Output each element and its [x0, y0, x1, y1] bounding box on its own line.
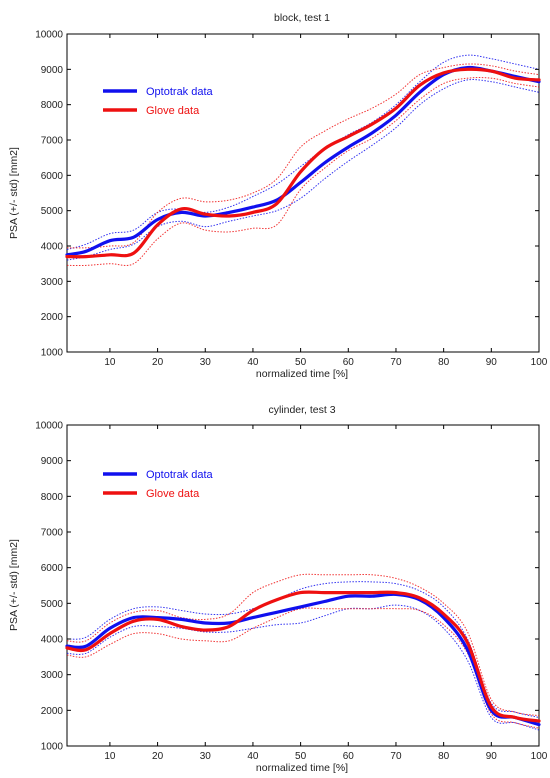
y-tick-label: 9000: [41, 456, 64, 467]
y-axis-label: PSA (+/- std) [mm2]: [8, 539, 20, 631]
plot-area: [65, 573, 541, 731]
x-tick-label: 40: [247, 357, 259, 368]
y-tick-label: 6000: [41, 563, 64, 574]
x-tick-label: 60: [343, 751, 355, 762]
x-tick-label: 10: [104, 751, 116, 762]
series-glove-mean: [65, 67, 541, 259]
plot-frame: [66, 33, 540, 353]
y-tick-label: 5000: [41, 599, 64, 610]
y-tick-label: 7000: [41, 528, 64, 539]
y-tick-label: 6000: [41, 171, 64, 182]
x-tick-label: 90: [486, 357, 498, 368]
chart-cylinder-test-3: cylinder, test 3 10 20 30 40 50 60 70 80 90 100 1…: [8, 404, 548, 774]
x-axis-label: normalized time [%]: [256, 762, 348, 774]
x-tick-label: 100: [531, 357, 548, 368]
x-tick-label: 80: [438, 357, 450, 368]
y-axis-ticks: 1000 2000 3000 4000 5000 6000 7000 8000 9000 1000…: [35, 30, 539, 359]
y-tick-label: 8000: [41, 100, 64, 111]
chart-block-test-1: block, test 1 10 20 30 40 50 60 70 80 90 100 1000…: [8, 12, 548, 380]
series-optotrak-std-lower: [66, 604, 540, 731]
x-tick-label: 30: [200, 357, 212, 368]
chart-title: cylinder, test 3: [268, 404, 335, 416]
series-optotrak-std-upper: [66, 54, 540, 250]
plot-area: [65, 54, 541, 267]
series-glove-std-lower: [66, 607, 540, 729]
x-axis-label: normalized time [%]: [256, 368, 348, 380]
x-tick-label: 80: [438, 751, 450, 762]
series-optotrak-mean: [65, 592, 541, 727]
y-tick-label: 4000: [41, 635, 64, 646]
y-axis-ticks: 1000 2000 3000 4000 5000 6000 7000 8000 9000 1000…: [35, 421, 539, 753]
x-tick-label: 10: [104, 357, 116, 368]
x-tick-label: 100: [531, 751, 548, 762]
legend: Optotrak data Glove data: [103, 86, 214, 117]
y-axis-label: PSA (+/- std) [mm2]: [8, 147, 20, 239]
x-tick-label: 30: [200, 751, 212, 762]
series-glove-mean: [65, 590, 541, 723]
plot-frame: [66, 424, 540, 747]
y-tick-label: 7000: [41, 136, 64, 147]
y-tick-label: 4000: [41, 242, 64, 253]
legend-label-optotrak: Optotrak data: [146, 86, 214, 98]
y-tick-label: 9000: [41, 65, 64, 76]
legend-label-optotrak: Optotrak data: [146, 469, 214, 481]
x-axis-ticks: 10 20 30 40 50 60 70 80 90 100: [104, 425, 548, 762]
series-glove-std-upper: [66, 573, 540, 717]
x-tick-label: 90: [486, 751, 498, 762]
y-tick-label: 5000: [41, 206, 64, 217]
x-tick-label: 20: [152, 751, 164, 762]
x-tick-label: 20: [152, 357, 164, 368]
legend-label-glove: Glove data: [146, 105, 200, 117]
chart-title: block, test 1: [274, 12, 330, 24]
x-tick-label: 40: [247, 751, 259, 762]
x-tick-label: 50: [295, 357, 307, 368]
y-tick-label: 2000: [41, 312, 64, 323]
y-tick-label: 10000: [35, 421, 63, 432]
x-tick-label: 50: [295, 751, 307, 762]
x-axis-ticks: 10 20 30 40 50 60 70 80 90 100: [104, 34, 548, 368]
y-tick-label: 1000: [41, 348, 64, 359]
series-glove-std-lower: [66, 77, 540, 267]
y-tick-label: 8000: [41, 492, 64, 503]
x-tick-label: 60: [343, 357, 355, 368]
legend-label-glove: Glove data: [146, 488, 200, 500]
series-glove-std-upper: [66, 63, 540, 249]
y-tick-label: 1000: [41, 742, 64, 753]
y-tick-label: 10000: [35, 30, 63, 41]
y-tick-label: 2000: [41, 706, 64, 717]
legend: Optotrak data Glove data: [103, 469, 214, 500]
series-optotrak-std-upper: [66, 581, 540, 718]
x-tick-label: 70: [390, 357, 402, 368]
y-tick-label: 3000: [41, 277, 64, 288]
y-tick-label: 3000: [41, 670, 64, 681]
x-tick-label: 70: [390, 751, 402, 762]
